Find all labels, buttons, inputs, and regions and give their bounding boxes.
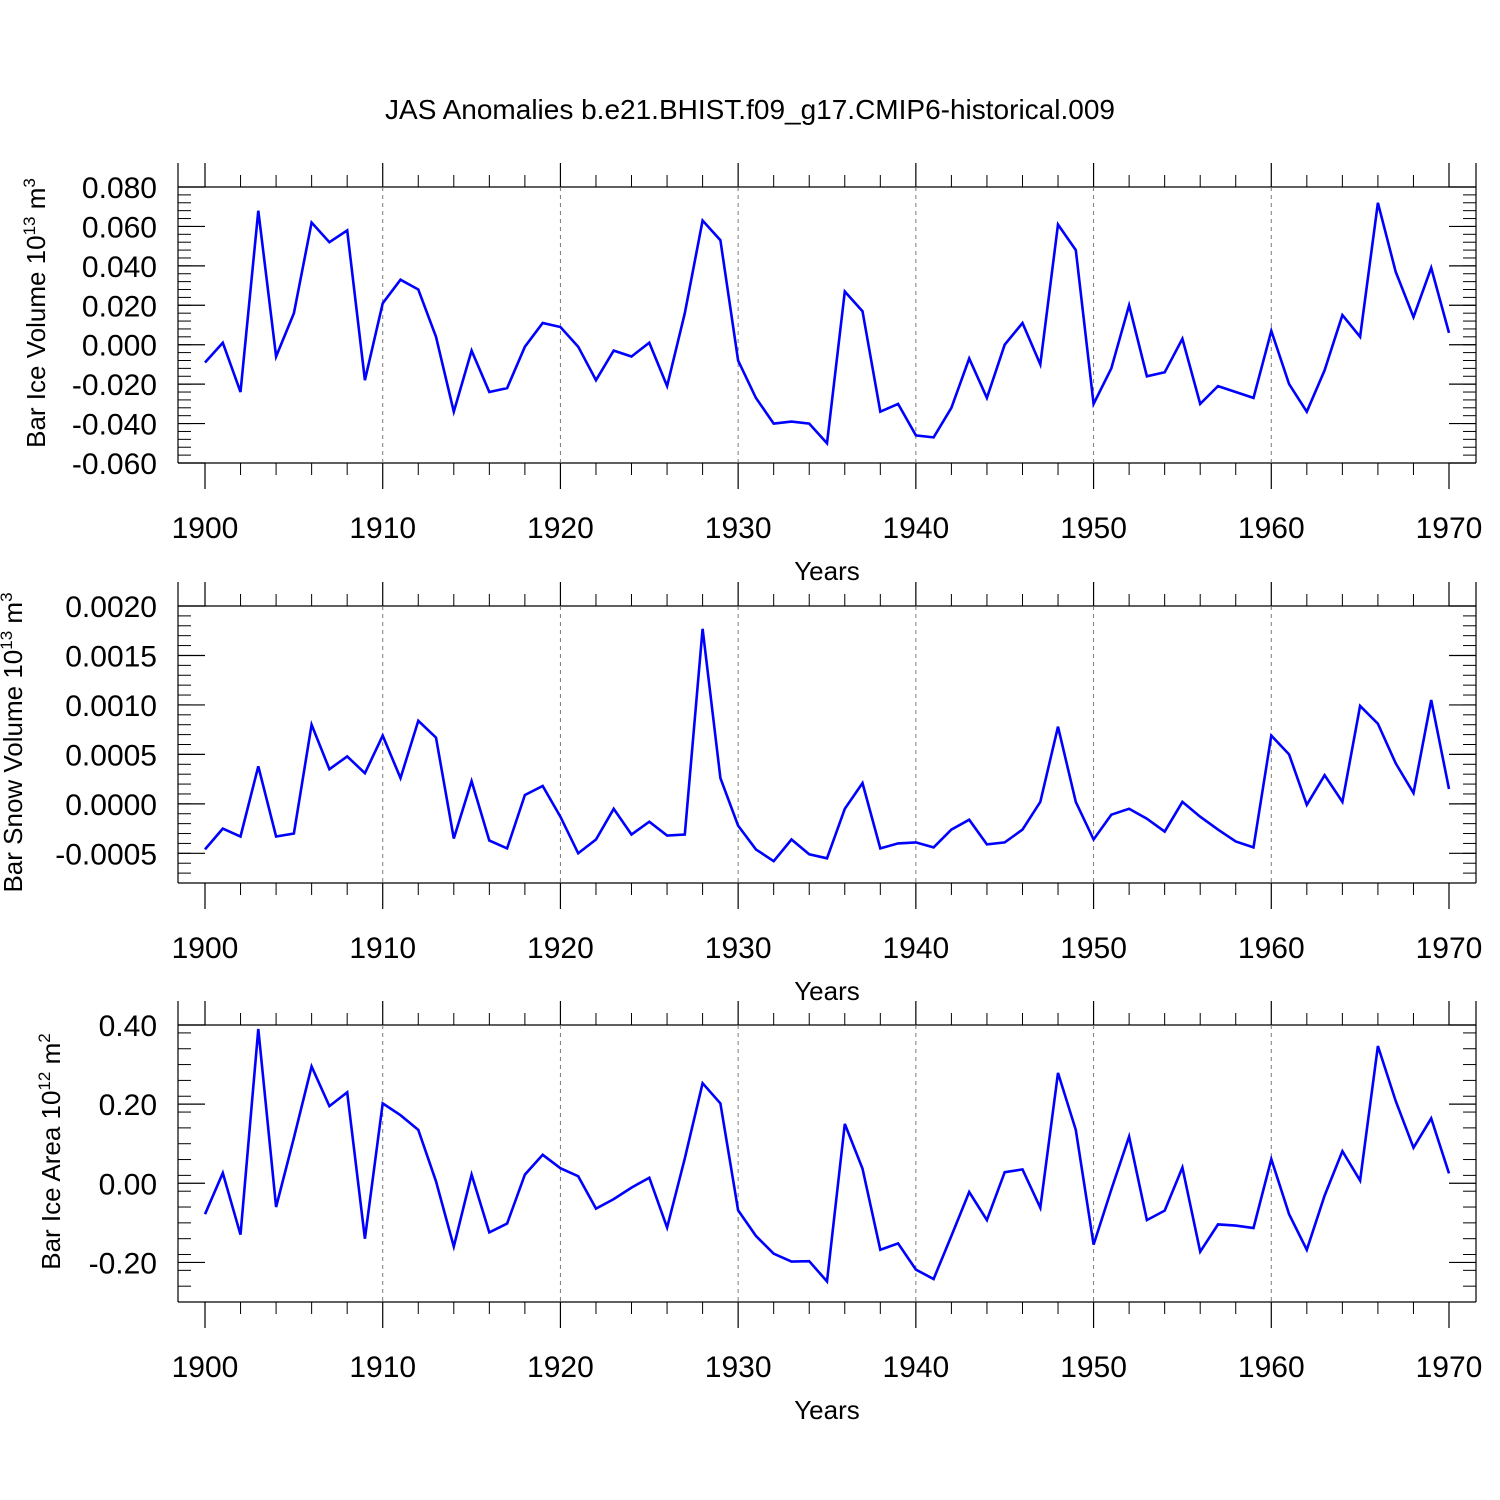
y-tick-label: -0.020 bbox=[72, 369, 157, 402]
x-tick-label: 1940 bbox=[882, 1351, 949, 1384]
x-tick-label: 1950 bbox=[1060, 512, 1127, 545]
y-axis-label: Bar Ice Volume 1013 m3 bbox=[20, 178, 51, 448]
y-axis-label: Bar Snow Volume 1013 m3 bbox=[0, 592, 28, 892]
chart-title: JAS Anomalies b.e21.BHIST.f09_g17.CMIP6-… bbox=[385, 94, 1115, 125]
x-tick-label: 1900 bbox=[172, 512, 239, 545]
series-line bbox=[204, 202, 1451, 447]
x-axis-label: Years bbox=[794, 1395, 860, 1425]
x-tick-label: 1920 bbox=[527, 932, 594, 965]
y-tick-label: -0.0005 bbox=[55, 838, 157, 871]
y-tick-label: 0.080 bbox=[82, 172, 157, 205]
panel-1: 1900 1910 1920 1930 1940 1950 1960 1970 -0.060 -0… bbox=[20, 163, 1482, 586]
x-tick-label: 1910 bbox=[349, 932, 416, 965]
y-tick-label: 0.00 bbox=[99, 1168, 157, 1201]
x-tick-label: 1970 bbox=[1416, 932, 1483, 965]
panel-2: 1900 1910 1920 1930 1940 1950 1960 1970 -0.0005 0… bbox=[0, 582, 1482, 1006]
series-line bbox=[203, 1028, 1451, 1285]
x-tick-label: 1930 bbox=[705, 932, 772, 965]
x-tick-label: 1970 bbox=[1416, 512, 1483, 545]
y-tick-label: -0.040 bbox=[72, 409, 157, 442]
x-tick-label: 1970 bbox=[1416, 1351, 1483, 1384]
panel-3: 1900 1910 1920 1930 1940 1950 1960 1970 -0.20 0.0… bbox=[35, 1001, 1482, 1425]
y-tick-label: 0.20 bbox=[99, 1089, 157, 1122]
y-axis-label: Bar Ice Area 1012 m2 bbox=[35, 1033, 66, 1270]
x-tick-label: 1930 bbox=[705, 1351, 772, 1384]
y-tick-label: 0.40 bbox=[99, 1010, 157, 1043]
x-tick-label: 1960 bbox=[1238, 932, 1305, 965]
y-tick-label: 0.0000 bbox=[65, 789, 157, 822]
y-tick-label: 0.060 bbox=[82, 211, 157, 244]
x-tick-label: 1920 bbox=[527, 1351, 594, 1384]
y-tick-label: 0.0005 bbox=[65, 739, 157, 772]
x-tick-label: 1960 bbox=[1238, 1351, 1305, 1384]
x-tick-label: 1910 bbox=[349, 512, 416, 545]
x-tick-label: 1940 bbox=[882, 512, 949, 545]
x-tick-label: 1950 bbox=[1060, 1351, 1127, 1384]
x-tick-label: 1960 bbox=[1238, 512, 1305, 545]
y-tick-label: 0.0020 bbox=[65, 591, 157, 624]
y-tick-label: 0.040 bbox=[82, 251, 157, 284]
x-tick-label: 1910 bbox=[349, 1351, 416, 1384]
x-tick-label: 1920 bbox=[527, 512, 594, 545]
series-line bbox=[204, 628, 1451, 863]
x-tick-label: 1940 bbox=[882, 932, 949, 965]
y-tick-label: 0.0015 bbox=[65, 640, 157, 673]
x-tick-label: 1950 bbox=[1060, 932, 1127, 965]
y-tick-label: 0.0010 bbox=[65, 690, 157, 723]
x-tick-label: 1900 bbox=[172, 932, 239, 965]
y-tick-label: 0.000 bbox=[82, 330, 157, 363]
x-axis-label: Years bbox=[794, 976, 860, 1006]
y-tick-label: -0.060 bbox=[72, 448, 157, 481]
x-tick-label: 1930 bbox=[705, 512, 772, 545]
y-tick-label: 0.020 bbox=[82, 290, 157, 323]
y-tick-label: -0.20 bbox=[89, 1247, 157, 1280]
x-tick-label: 1900 bbox=[172, 1351, 239, 1384]
x-axis-label: Years bbox=[794, 556, 860, 586]
